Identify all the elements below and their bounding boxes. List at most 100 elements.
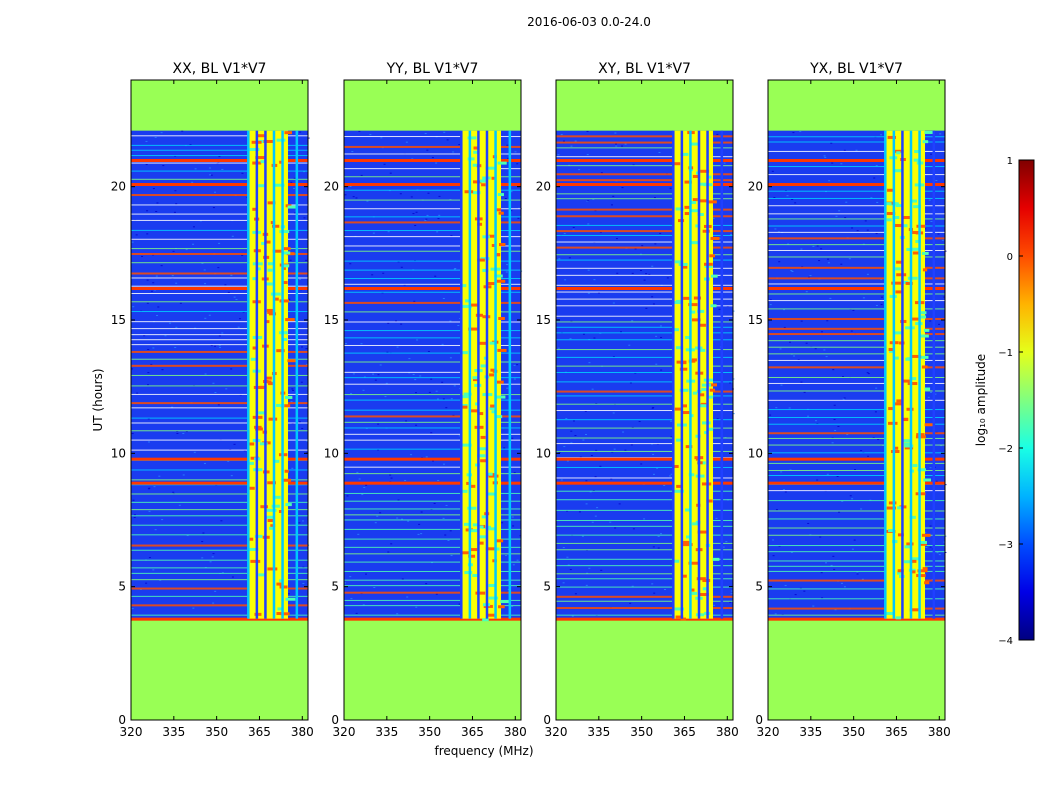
strong-band	[344, 457, 521, 461]
x-tick-label: 365	[885, 725, 908, 739]
strong-band	[131, 287, 308, 290]
rfi-line	[508, 130, 512, 619]
strong-band	[131, 183, 308, 186]
strong-band	[344, 481, 521, 485]
strong-band	[131, 481, 308, 485]
rfi-line	[494, 130, 497, 619]
x-tick-label: 335	[375, 725, 398, 739]
x-tick-label: 320	[545, 725, 568, 739]
strong-band	[131, 159, 308, 162]
strong-band	[556, 159, 733, 162]
y-tick-label: 0	[331, 713, 339, 727]
rfi-line	[689, 130, 692, 619]
rfi-line	[901, 130, 904, 619]
y-tick-label: 10	[111, 446, 126, 460]
colorbar-tick-label: 1	[1007, 156, 1013, 167]
y-tick-label: 15	[324, 313, 339, 327]
panel-xx: XX, BL V1*V7 320 335 350 365 380 0 5 10 15 20	[111, 61, 314, 739]
x-tick-label: 335	[799, 725, 822, 739]
y-tick-label: 10	[748, 446, 763, 460]
strong-band	[556, 617, 733, 621]
y-tick-label: 10	[324, 446, 339, 460]
rfi-line	[477, 130, 480, 619]
panel-yy: YY, BL V1*V7 320 335 350 365 380 0 5 10 15 20	[324, 61, 527, 739]
panel-title: XX, BL V1*V7	[173, 61, 267, 77]
colorbar-tick-label: −3	[998, 540, 1013, 551]
rfi-line	[918, 130, 921, 619]
x-tick-label: 365	[248, 725, 271, 739]
panel-xy: XY, BL V1*V7 320 335 350 365 380 0 5 10 15 20	[536, 61, 739, 739]
colorbar-tick-label: −1	[998, 348, 1013, 359]
rfi-line	[697, 130, 701, 619]
y-tick-label: 5	[543, 580, 551, 594]
rfi-line	[909, 130, 913, 619]
figure-title: 2016-06-03 0.0-24.0	[527, 15, 651, 29]
strong-band	[556, 287, 733, 290]
x-tick-label: 350	[842, 725, 865, 739]
colorbar: 1 0 −1 −2 −3 −4 log₁₀ amplitude	[974, 156, 1035, 647]
y-tick-label: 20	[324, 180, 339, 194]
x-tick-label: 350	[630, 725, 653, 739]
strong-band	[768, 617, 945, 621]
rfi-line	[295, 130, 299, 619]
panel-yx: YX, BL V1*V7 320 335 350 365 380 0 5 10 15 20	[748, 61, 951, 739]
x-tick-label: 380	[504, 725, 527, 739]
rfi-line	[281, 130, 284, 619]
x-tick-label: 350	[418, 725, 441, 739]
strong-band	[768, 481, 945, 485]
rfi-line	[706, 130, 709, 619]
y-tick-label: 0	[543, 713, 551, 727]
x-tick-label: 320	[757, 725, 780, 739]
x-tick-label: 365	[673, 725, 696, 739]
panel-title: XY, BL V1*V7	[598, 61, 691, 77]
panel-frame	[343, 79, 522, 721]
x-tick-label: 380	[291, 725, 314, 739]
x-tick-label: 320	[120, 725, 143, 739]
panel-frame	[555, 79, 734, 721]
rfi-line	[720, 130, 724, 619]
time-bands	[131, 135, 308, 621]
strong-band	[344, 617, 521, 621]
rfi-line	[485, 130, 489, 619]
strong-band	[131, 457, 308, 461]
rfi-line	[247, 130, 250, 619]
x-tick-label: 380	[928, 725, 951, 739]
rfi-line	[892, 130, 896, 619]
rfi-line	[932, 130, 936, 619]
y-axis-label: UT (hours)	[91, 368, 105, 431]
y-tick-label: 20	[748, 180, 763, 194]
strong-band	[768, 457, 945, 461]
strong-band	[344, 183, 521, 186]
y-tick-label: 10	[536, 446, 551, 460]
x-axis-label: frequency (MHz)	[434, 744, 533, 758]
strong-band	[556, 481, 733, 485]
time-bands	[344, 136, 521, 621]
panel-frame	[130, 79, 309, 721]
strong-band	[768, 287, 945, 290]
y-tick-label: 15	[111, 313, 126, 327]
y-tick-label: 0	[755, 713, 763, 727]
strong-band	[768, 183, 945, 186]
rfi-texture	[885, 130, 934, 620]
strong-band	[131, 617, 308, 621]
x-tick-label: 350	[205, 725, 228, 739]
y-tick-label: 5	[118, 580, 126, 594]
colorbar-tick-label: −4	[998, 636, 1013, 647]
y-tick-label: 20	[536, 180, 551, 194]
colorbar-tick-label: 0	[1007, 252, 1013, 263]
colorbar-gradient	[1018, 159, 1035, 641]
rfi-line	[680, 130, 684, 619]
x-tick-label: 335	[162, 725, 185, 739]
x-tick-label: 335	[587, 725, 610, 739]
strong-band	[556, 183, 733, 186]
y-tick-label: 5	[331, 580, 339, 594]
y-tick-label: 5	[755, 580, 763, 594]
strong-band	[344, 159, 521, 162]
colorbar-label: log₁₀ amplitude	[974, 354, 988, 446]
rfi-line	[264, 130, 267, 619]
strong-band	[768, 159, 945, 162]
panel-title: YX, BL V1*V7	[809, 61, 903, 77]
strong-band	[556, 457, 733, 461]
